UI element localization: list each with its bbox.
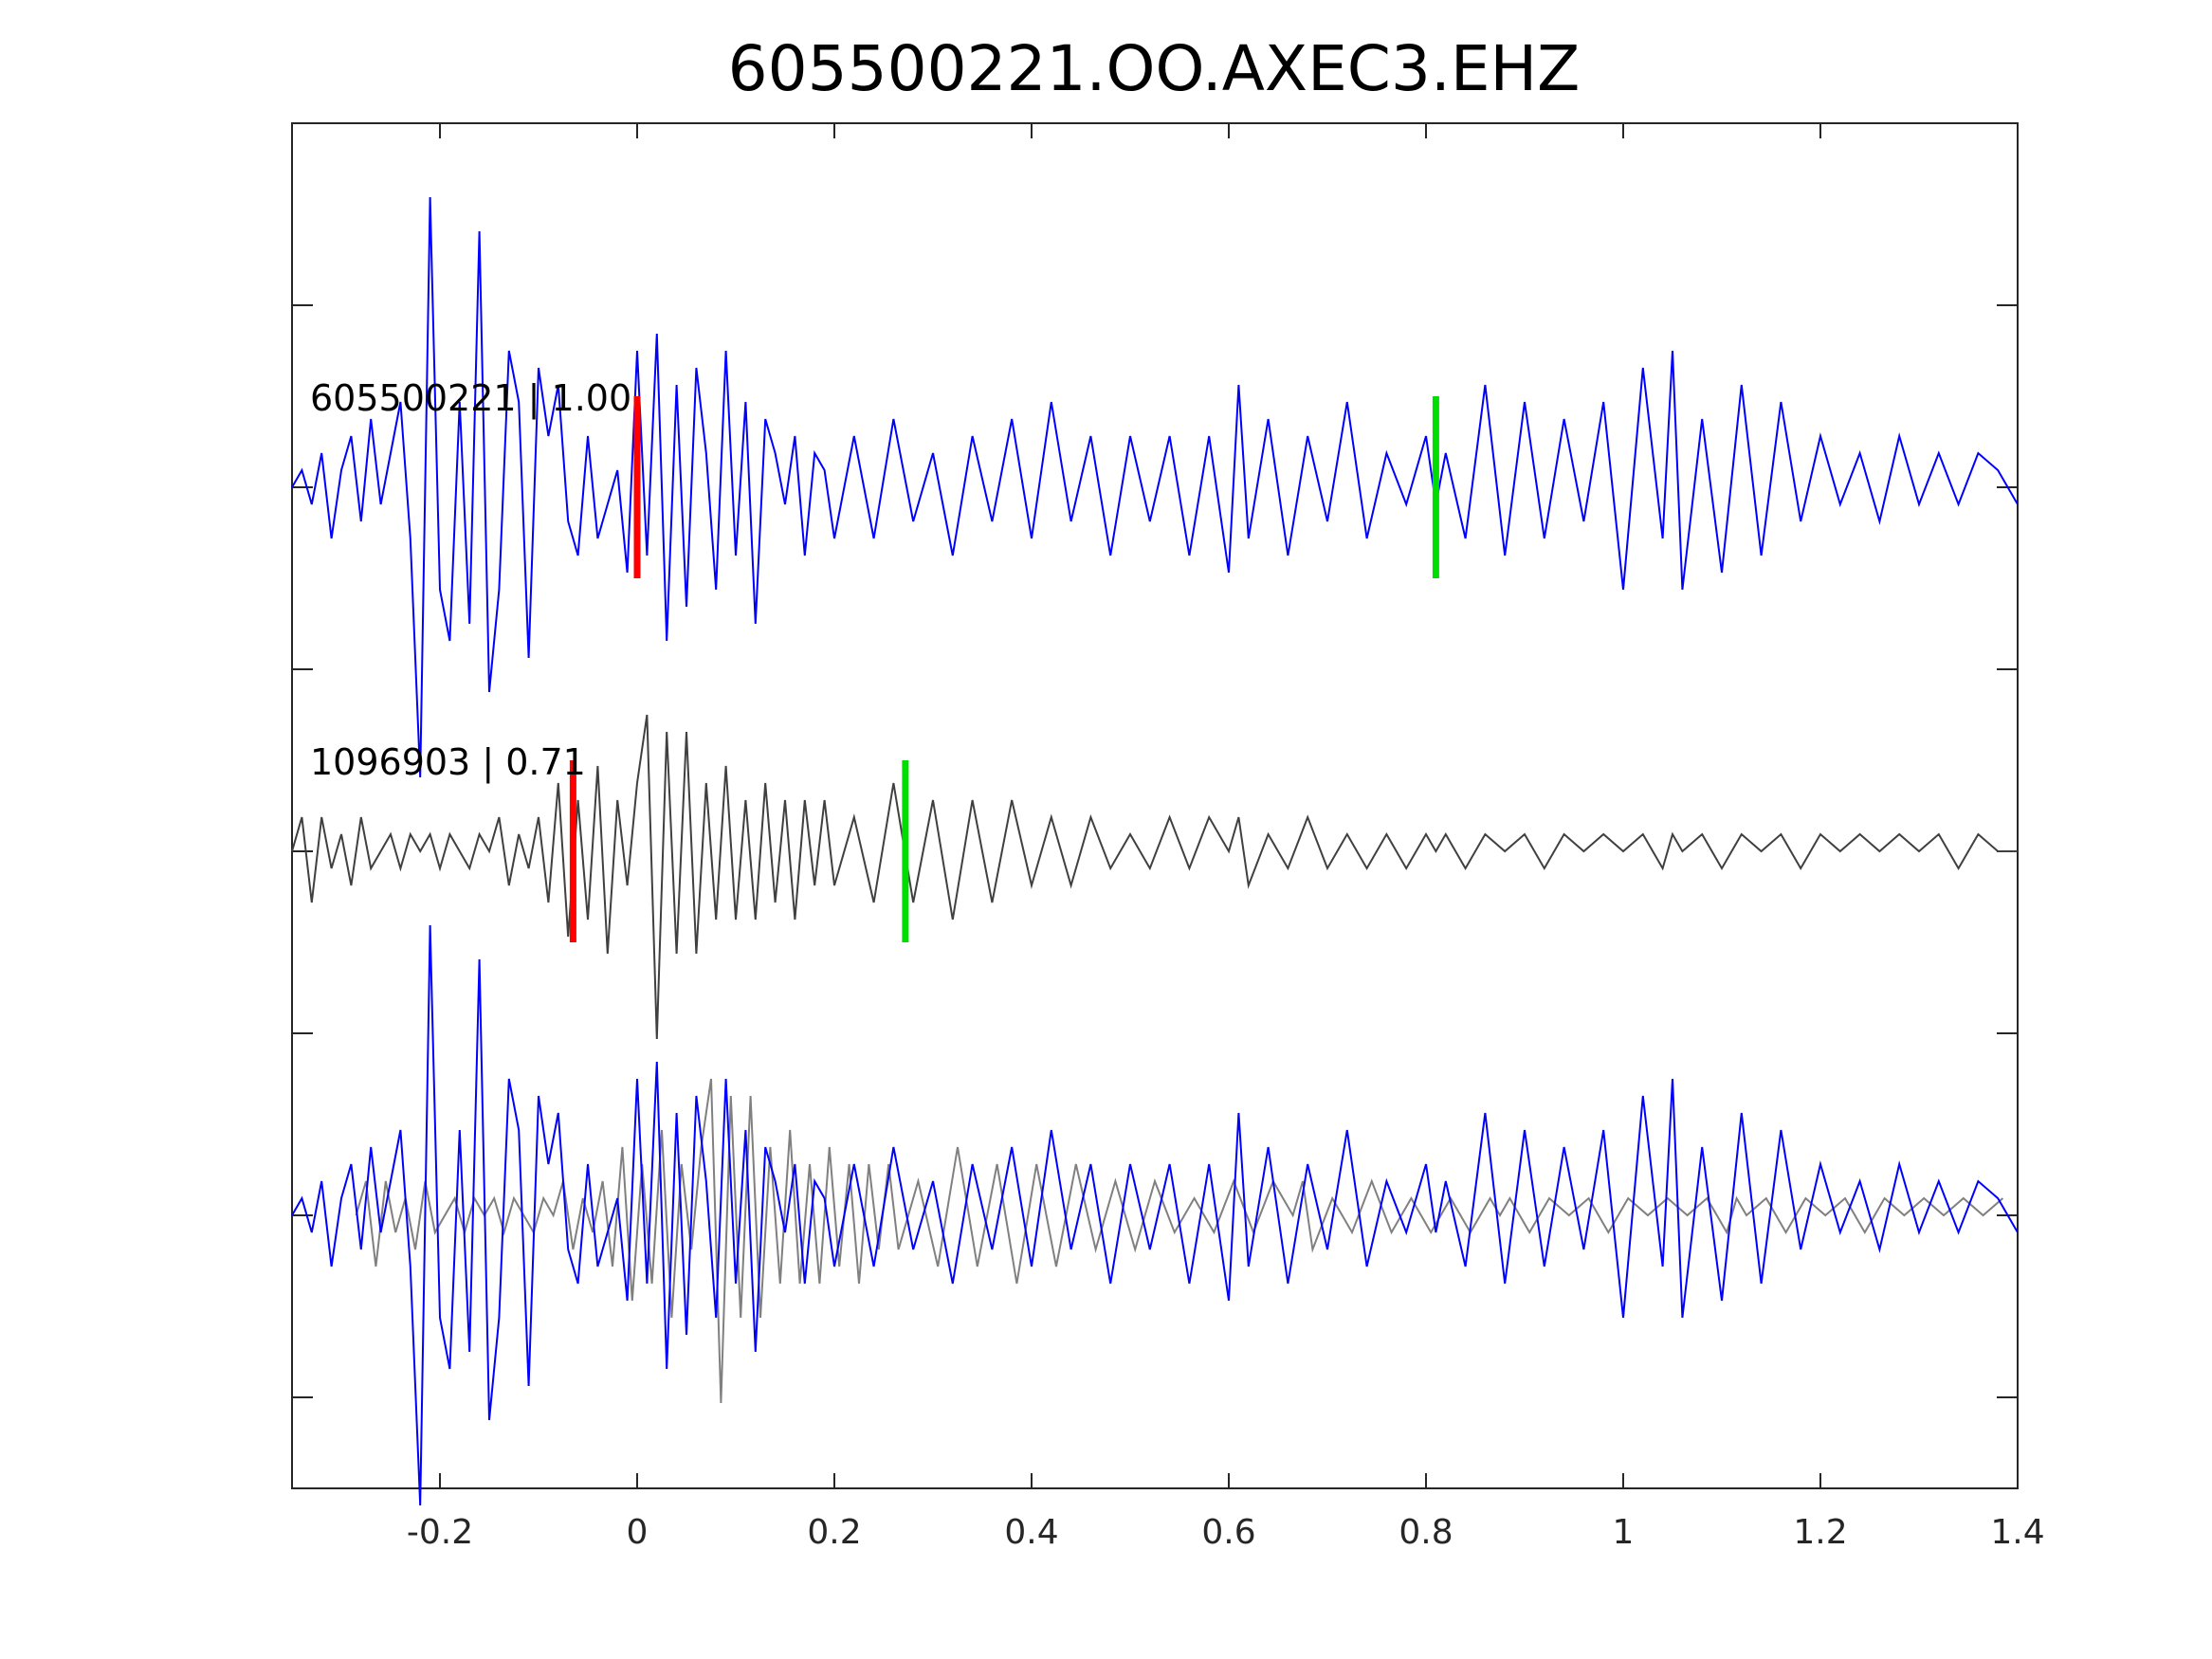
x-tick-label: 1 (1613, 1513, 1635, 1552)
x-tick-label: 0.2 (807, 1513, 861, 1552)
detected-waveform (291, 714, 2018, 1040)
chart-title: 605500221.OO.AXEC3.EHZ (728, 32, 1581, 105)
overlay-detected-waveform (355, 1078, 2004, 1404)
axes-frame (291, 122, 2019, 1489)
x-tick-label: 0.4 (1004, 1513, 1058, 1552)
x-tick-label: 0.8 (1398, 1513, 1453, 1552)
x-tick-label: 0 (627, 1513, 649, 1552)
trace-label-template: 605500221 | 1.00 (310, 377, 631, 420)
x-tick-label: 1.4 (1990, 1513, 2044, 1552)
plot-area: -0.2 0 0.2 0.4 0.6 0.8 1 1.2 1.4 (291, 122, 2045, 1552)
x-tick-label: 1.2 (1793, 1513, 1847, 1552)
x-tick-label: 0.6 (1201, 1513, 1255, 1552)
trace-labels: 605500221 | 1.00 1096903 | 0.71 (310, 377, 631, 784)
x-tick-label: -0.2 (407, 1513, 473, 1552)
trace-label-detected: 1096903 | 0.71 (310, 741, 586, 784)
overlay-template-waveform (291, 924, 2019, 1506)
x-axis-ticks: -0.2 0 0.2 0.4 0.6 0.8 1 1.2 1.4 (292, 123, 2045, 1552)
template-waveform (291, 196, 2019, 778)
